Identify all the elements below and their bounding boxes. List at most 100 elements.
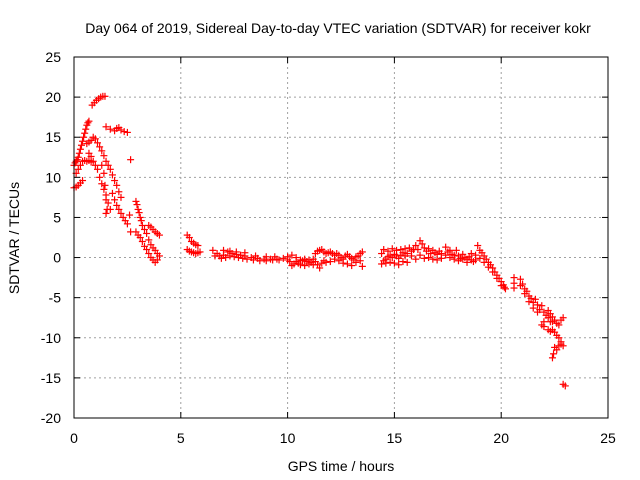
data-point (296, 261, 304, 269)
data-point (101, 181, 109, 189)
data-point (155, 231, 163, 239)
data-point (279, 254, 287, 262)
x-tick-label: 5 (177, 430, 185, 446)
axis-ticks: 0 5 10 15 20 25 -20 -15 -10 -5 0 5 10 15 20 25 (41, 49, 616, 446)
data-point (98, 180, 106, 188)
data-point (425, 254, 433, 262)
data-point (81, 129, 89, 137)
data-point (93, 165, 101, 173)
data-point (234, 254, 242, 262)
data-point (102, 123, 110, 131)
data-point (89, 157, 97, 165)
data-point (134, 205, 142, 213)
x-tick-label: 10 (280, 430, 296, 446)
data-point (185, 234, 193, 241)
data-point (115, 205, 123, 213)
data-point (111, 177, 119, 185)
x-tick-label: 20 (493, 430, 509, 446)
data-point (450, 255, 458, 263)
data-point (378, 260, 386, 268)
data-point (98, 147, 106, 155)
data-point (384, 247, 392, 255)
data-point (132, 197, 140, 205)
data-point (418, 240, 426, 248)
data-point (82, 125, 90, 133)
data-point (74, 165, 82, 173)
data-point (256, 257, 264, 265)
data-point (452, 246, 460, 254)
data-point (459, 255, 467, 263)
data-point (209, 246, 217, 254)
x-axis-title: GPS time / hours (288, 458, 395, 474)
data-point (220, 246, 228, 254)
data-point (106, 125, 114, 133)
data-point (275, 256, 283, 264)
data-point (420, 254, 428, 262)
data-point (271, 253, 279, 261)
data-point (100, 169, 108, 177)
data-point (305, 260, 313, 268)
data-point (557, 340, 565, 348)
data-point (534, 308, 542, 316)
data-point (79, 137, 87, 145)
data-point (102, 196, 110, 204)
data-point (416, 251, 424, 259)
data-point (153, 256, 161, 264)
data-point (390, 259, 398, 267)
data-point (113, 201, 121, 209)
data-point (80, 133, 88, 141)
y-tick-label: 15 (45, 129, 61, 145)
data-point (510, 284, 518, 292)
data-point (76, 145, 84, 153)
data-point (76, 161, 84, 169)
data-point (138, 221, 146, 229)
data-point (102, 157, 110, 165)
data-point (232, 248, 240, 256)
y-tick-label: 20 (45, 89, 61, 105)
data-point (348, 262, 356, 270)
data-point (358, 262, 366, 270)
data-point (463, 258, 471, 266)
data-point (226, 247, 234, 255)
data-point (429, 255, 437, 263)
data-point (489, 268, 497, 276)
data-point (412, 242, 420, 250)
data-point (145, 236, 153, 244)
data-point (521, 290, 529, 298)
data-point (555, 334, 563, 342)
data-point (474, 242, 482, 250)
data-point (356, 257, 364, 265)
y-tick-label: 5 (53, 209, 61, 225)
data-point (126, 211, 134, 219)
data-point (380, 246, 388, 254)
data-point (145, 250, 153, 258)
data-point (386, 258, 394, 266)
data-point (100, 185, 108, 193)
y-tick-label: 10 (45, 169, 61, 185)
data-point (136, 234, 144, 241)
data-points (70, 92, 569, 390)
plot-frame (73, 56, 609, 419)
data-point (501, 285, 509, 293)
data-point (331, 255, 339, 263)
data-point (382, 259, 390, 267)
data-point (550, 350, 558, 358)
data-point (534, 301, 542, 309)
data-point (262, 253, 270, 261)
data-point (472, 256, 480, 264)
data-point (137, 217, 145, 225)
data-point (106, 165, 114, 173)
data-point (493, 274, 501, 282)
data-point (480, 258, 488, 266)
y-tick-label: -15 (41, 370, 61, 386)
data-point (117, 193, 125, 201)
data-point (123, 128, 131, 136)
data-point (433, 256, 441, 264)
data-point (442, 243, 450, 251)
data-point (117, 126, 125, 134)
data-point (101, 92, 109, 100)
data-point (540, 323, 548, 331)
data-point (155, 252, 163, 260)
y-tick-label: 0 (53, 250, 61, 266)
